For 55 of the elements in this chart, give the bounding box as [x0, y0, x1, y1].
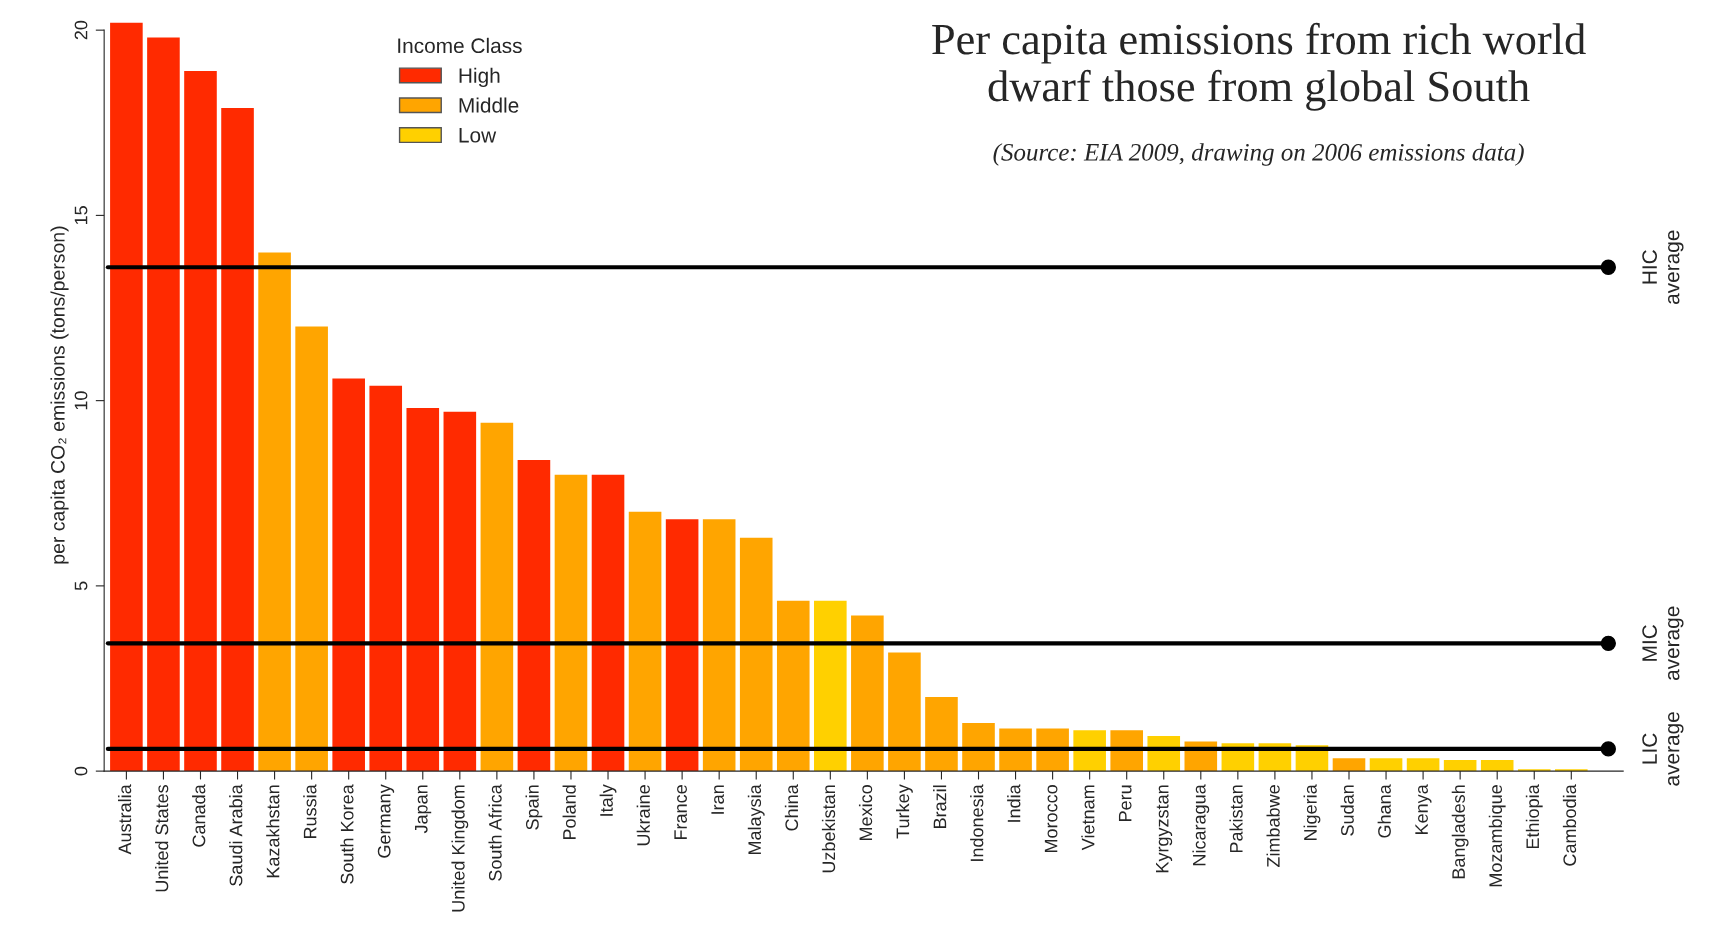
x-tick-label: Peru — [1118, 785, 1132, 821]
x-tick-label: South Korea — [340, 784, 354, 884]
x-tick-label: Uzbekistan — [821, 785, 836, 873]
x-tick-label: Nicaragua — [1192, 784, 1210, 866]
legend-label: Middle — [459, 97, 519, 113]
x-tick-label: China — [784, 784, 799, 831]
x-tick-label: Malaysia — [747, 784, 765, 855]
y-tick-label: 20 — [74, 20, 88, 40]
x-tick-label: Mozambique — [1488, 785, 1506, 887]
x-tick-label: Mexico — [858, 785, 873, 841]
y-tick-label: 0 — [74, 766, 88, 776]
text: (Source: EIA 2009, drawing on 2006 emissions data) — [993, 143, 1524, 166]
x-tick-label: Kyrgyzstan — [1156, 785, 1173, 873]
legend-label: High — [459, 67, 500, 88]
x-tick-label: Canada — [192, 784, 206, 847]
ref-line-label: MIC average — [1642, 606, 1684, 681]
x-tick-label: South Africa — [488, 784, 502, 881]
legend-title: Income Class — [398, 37, 522, 54]
x-tick-label: Poland — [562, 785, 576, 840]
x-tick-label: Bangladesh — [1451, 785, 1469, 879]
text: Per capita emissions from rich world dwarf those from global South — [932, 22, 1586, 111]
x-tick-label: Ethiopia — [1525, 784, 1543, 849]
x-tick-label: Russia — [303, 784, 317, 839]
x-tick-label: Brazil — [933, 785, 947, 828]
x-tick-label: Spain — [525, 785, 543, 830]
x-tick-label: Australia — [117, 784, 132, 855]
x-tick-label: Indonesia — [970, 784, 984, 861]
x-tick-label: France — [674, 785, 687, 840]
x-tick-label: United Kingdom — [451, 785, 469, 912]
x-tick-label: Kazakhstan — [266, 785, 280, 878]
x-tick-label: Germany — [377, 784, 395, 858]
y-tick-label: 15 — [74, 206, 88, 225]
x-tick-label: Japan — [415, 785, 432, 834]
x-tick-label: Zimbabwe — [1266, 785, 1280, 868]
x-tick-label: Kenya — [1415, 784, 1432, 835]
x-tick-label: India — [1007, 784, 1021, 822]
x-tick-label: Saudi Arabia — [229, 784, 243, 886]
x-tick-label: Nigeria — [1303, 784, 1321, 841]
y-tick-label: 10 — [74, 391, 88, 410]
x-tick-label: Vietnam — [1081, 785, 1095, 851]
y-tick-label: 5 — [74, 581, 88, 591]
x-tick-label: Morocco — [1044, 785, 1058, 853]
x-tick-label: Ukraine — [636, 785, 650, 846]
x-tick-label: Iran — [711, 785, 725, 814]
x-tick-label: Sudan — [1340, 785, 1354, 836]
ref-line-label: HIC average — [1642, 230, 1684, 305]
x-tick-label: Ghana — [1377, 784, 1391, 838]
legend-label: Low — [459, 128, 497, 143]
x-tick-label: Pakistan — [1229, 785, 1243, 853]
x-tick-label: Cambodia — [1562, 784, 1577, 866]
x-tick-label: United States — [155, 784, 169, 892]
y-axis-title: per capita CO₂ emissions (tons/person) — [50, 226, 69, 564]
ref-line-label: LIC average — [1642, 712, 1684, 786]
x-tick-label: Italy — [599, 784, 617, 816]
x-tick-label: Turkey — [896, 784, 913, 839]
